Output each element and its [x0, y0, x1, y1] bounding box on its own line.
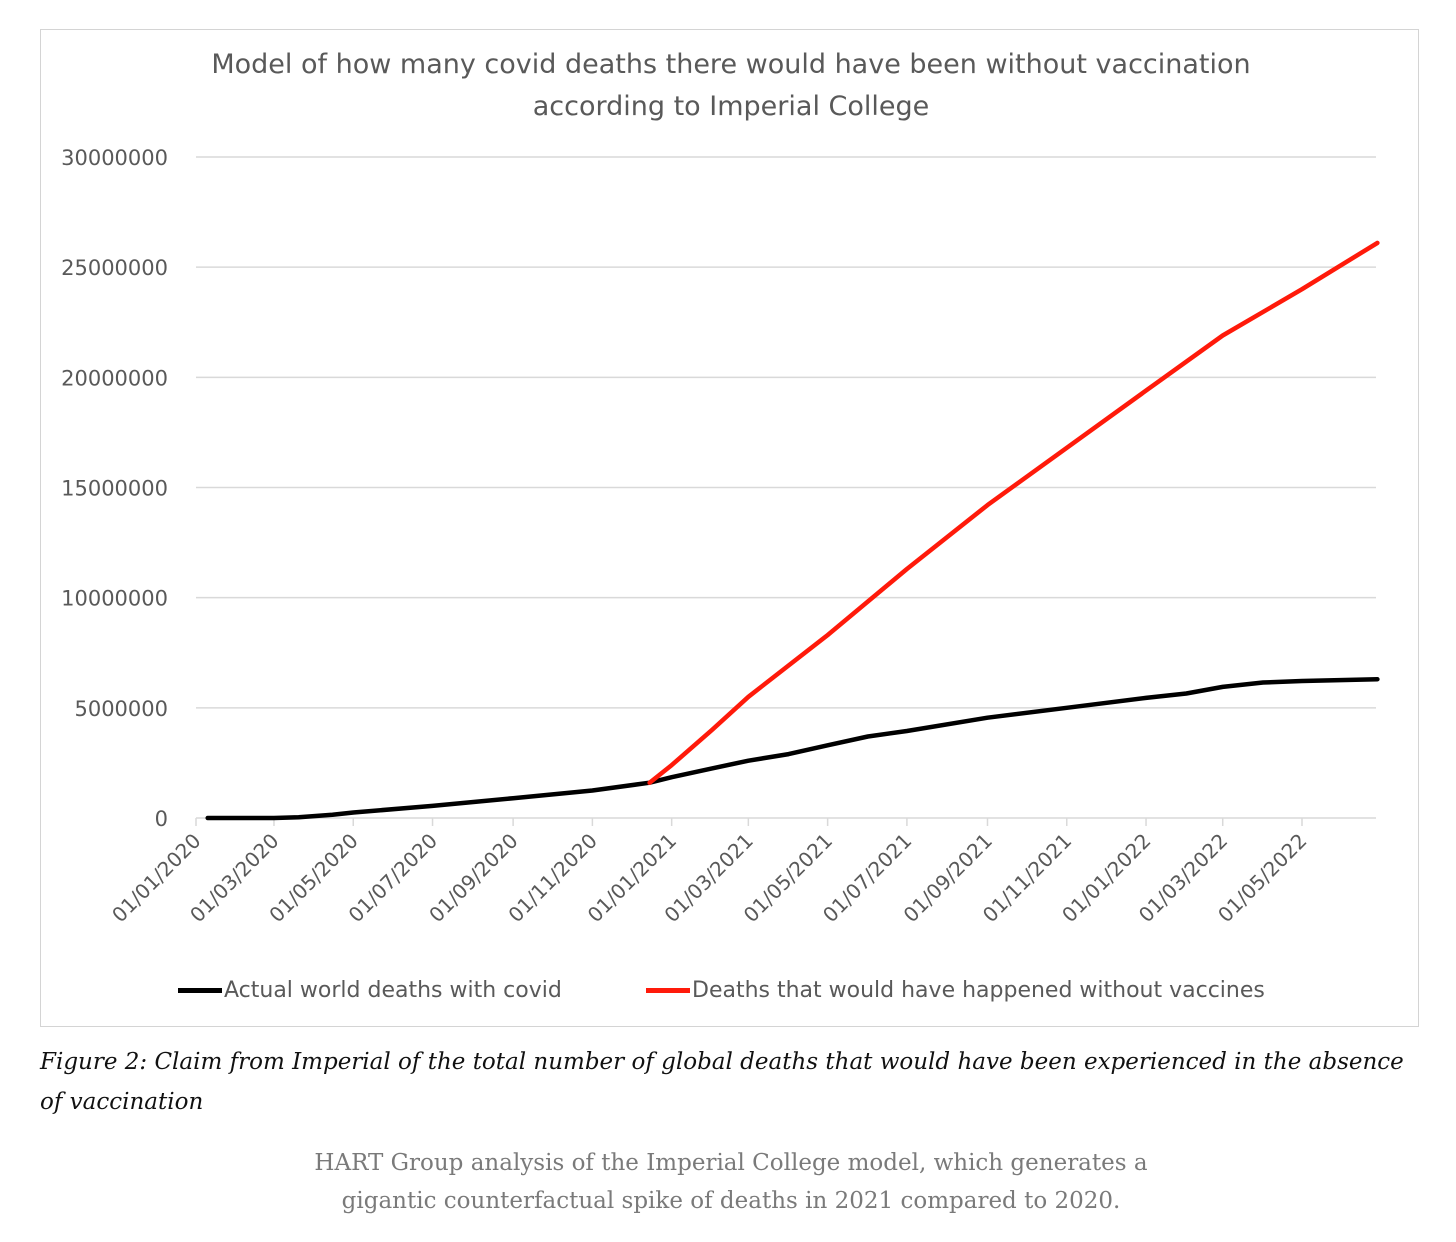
series-lines [205, 240, 1380, 821]
legend-item-actual: Actual world deaths with covid [178, 978, 562, 1003]
image-caption: HART Group analysis of the Imperial Coll… [0, 1144, 1456, 1220]
y-axis-ticks: 0 5000000 10000000 15000000 20000000 25000000… [61, 146, 168, 831]
chart-title: Model of how many covid deaths there wou… [0, 44, 1456, 128]
legend-item-counterfactual: Deaths that would have happened without … [646, 978, 1265, 1003]
image-caption-line-1: HART Group analysis of the Imperial Coll… [314, 1150, 1148, 1176]
series-line-actual-deaths [205, 676, 1380, 821]
y-tick-label: 25000000 [61, 256, 168, 280]
gridlines [196, 156, 1376, 819]
legend: Actual world deaths with covid Deaths th… [178, 978, 1378, 1010]
legend-label-actual: Actual world deaths with covid [224, 978, 562, 1003]
x-axis: 01/01/202001/03/202001/05/202001/07/2020… [107, 818, 1312, 927]
legend-label-counterfactual: Deaths that would have happened without … [692, 978, 1265, 1003]
y-tick-label: 30000000 [61, 146, 168, 170]
figure-caption: Figure 2: Claim from Imperial of the tot… [40, 1049, 1404, 1115]
legend-swatch-red [646, 988, 690, 993]
y-tick-label: 10000000 [61, 587, 168, 611]
y-tick-label: 15000000 [61, 477, 168, 501]
chart-frame [40, 29, 1419, 1027]
legend-swatch-black [178, 988, 222, 993]
chart-title-line-1: Model of how many covid deaths there wou… [211, 49, 1251, 80]
line-chart: 0 5000000 10000000 15000000 20000000 25000000… [61, 146, 1380, 927]
y-tick-label: 20000000 [61, 366, 168, 390]
series-line-counterfactual-deaths [647, 240, 1380, 785]
y-tick-label: 0 [155, 807, 168, 831]
y-tick-label: 5000000 [74, 697, 168, 721]
chart-title-line-2: according to Imperial College [532, 91, 930, 122]
image-caption-line-2: gigantic counterfactual spike of deaths … [341, 1188, 1121, 1214]
